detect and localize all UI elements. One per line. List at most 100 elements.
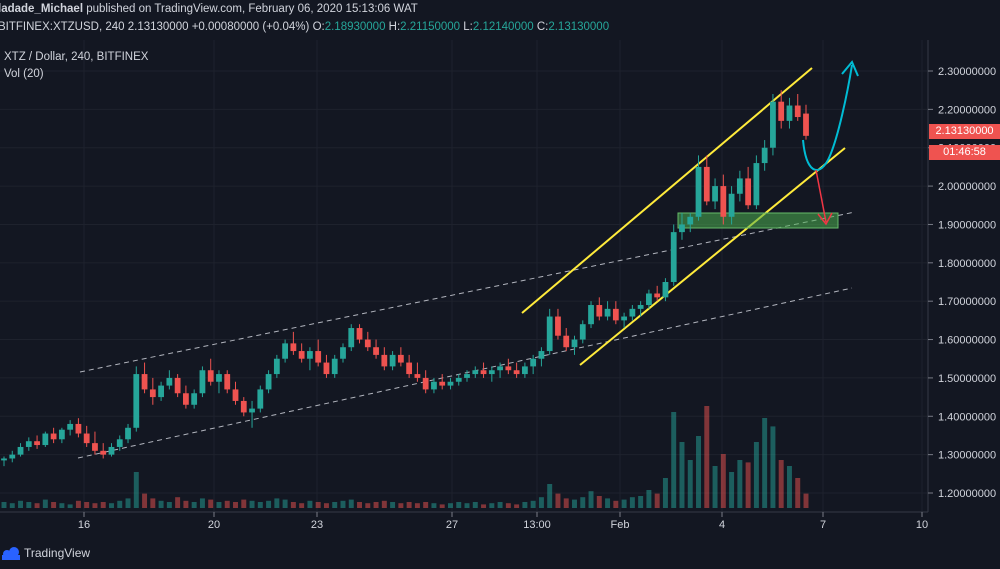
candle-body	[621, 316, 627, 321]
volume-bar	[175, 497, 181, 508]
volume-bar	[795, 478, 801, 508]
volume-bar	[307, 500, 313, 508]
candle-body	[422, 377, 429, 390]
symbol-legend[interactable]: XTZ / Dollar, 240, BITFINEX	[4, 51, 149, 63]
candle-body	[373, 347, 379, 355]
time-axis[interactable]: 16 20 23 27 13:00 Feb 4 7 10	[78, 512, 928, 531]
volume-bar	[497, 502, 503, 508]
candle-body	[307, 351, 313, 359]
candle-body	[720, 186, 727, 217]
close-label: C:	[536, 21, 549, 33]
volume-bar	[166, 502, 172, 508]
candle-body	[662, 282, 669, 298]
cyan-projection-arrow[interactable]	[802, 64, 853, 171]
trend-channels	[77, 67, 856, 459]
volume-bar	[753, 442, 759, 508]
volume-bar	[786, 466, 792, 508]
volume-bar	[447, 503, 453, 508]
candle-body	[530, 358, 537, 367]
volume-bar	[547, 484, 553, 508]
volume-bar	[75, 500, 81, 508]
candle-body	[654, 293, 661, 298]
candle-body	[406, 362, 413, 375]
chart-grid	[0, 40, 928, 512]
price-tick-label: 1.60000000	[938, 335, 996, 347]
volume-bar	[84, 502, 90, 508]
volume-bar	[414, 503, 420, 508]
volume-legend[interactable]: Vol (20)	[4, 68, 44, 80]
volume-bar	[332, 502, 338, 508]
time-tick-label: 4	[719, 519, 725, 531]
candle-body	[761, 147, 768, 164]
volume-bar	[621, 499, 627, 508]
candle-body	[108, 446, 115, 455]
volume-bar	[464, 503, 470, 508]
volume-bar	[745, 462, 751, 508]
candle-body	[207, 370, 214, 382]
red-projection-arrow[interactable]	[815, 169, 827, 223]
candle-body	[588, 305, 594, 325]
publisher-name[interactable]: ladade_Michael	[0, 3, 84, 15]
volume-bar	[274, 498, 280, 508]
outer-channel-upper-line[interactable]	[79, 211, 856, 373]
volume-bar	[348, 499, 354, 508]
volume-bar	[266, 500, 272, 508]
candle-body	[464, 374, 470, 378]
yellow-channel-upper-line[interactable]	[521, 67, 813, 314]
volume-bar	[613, 500, 619, 508]
volume-bar	[92, 503, 98, 508]
volume-bars	[1, 406, 809, 508]
volume-bar	[439, 504, 445, 508]
volume-bar	[555, 493, 561, 508]
candle-body	[472, 370, 479, 375]
candle-body	[92, 443, 98, 451]
volume-bar	[687, 460, 693, 508]
candle-body	[216, 374, 222, 382]
volume-bar	[472, 502, 478, 508]
candle-body	[794, 105, 801, 118]
candle-body	[612, 308, 619, 321]
time-tick-label: 7	[820, 519, 826, 531]
candle-body	[679, 224, 685, 233]
support-zone[interactable]	[677, 212, 839, 229]
candle-body	[257, 389, 264, 409]
candle-body	[555, 316, 561, 336]
outer-channel-lower-line[interactable]	[77, 287, 853, 459]
volume-bar	[290, 502, 296, 508]
candle-body	[116, 439, 123, 447]
volume-bar	[572, 499, 577, 508]
volume-bar	[522, 502, 528, 508]
volume-bar	[109, 503, 114, 508]
volume-bar	[596, 496, 602, 508]
candle-body	[753, 163, 760, 206]
candle-body	[695, 166, 702, 217]
candle-body	[646, 293, 652, 306]
candle-body	[389, 354, 396, 367]
volume-bar	[605, 498, 611, 508]
candle-body	[571, 339, 578, 348]
open-value: 2.18930000	[324, 21, 386, 33]
volume-bar	[737, 460, 743, 508]
yellow-channel-lower-line[interactable]	[579, 147, 846, 366]
volume-bar	[241, 499, 247, 508]
tradingview-logo[interactable]: TradingView	[2, 546, 90, 560]
red-arrow-head-icon	[817, 212, 833, 226]
candle-body	[670, 232, 677, 282]
volume-bar	[654, 493, 660, 508]
low-value: 2.12140000	[472, 21, 534, 33]
volume-bar	[629, 497, 635, 508]
price-axis[interactable]: 2.300000002.200000002.100000002.00000000…	[928, 66, 996, 500]
candle-body	[786, 105, 793, 121]
volume-bar	[208, 499, 214, 508]
candle-body	[50, 433, 57, 440]
symbol-name: BITFINEX:XTZUSD, 240	[0, 21, 125, 33]
candle-body	[364, 339, 371, 348]
volume-bar	[489, 503, 495, 508]
low-label: L:	[463, 21, 473, 33]
volume-bar	[34, 503, 40, 508]
candle-body	[497, 366, 503, 371]
candle-body	[703, 166, 710, 202]
candle-body	[431, 381, 437, 390]
volume-bar	[42, 499, 48, 508]
